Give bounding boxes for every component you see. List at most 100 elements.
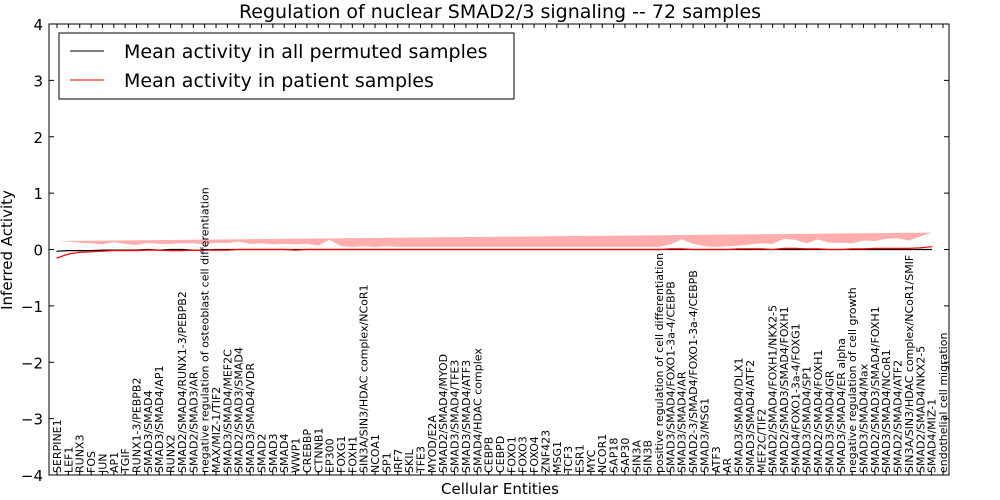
x-tick-label: SMAD3/SMAD4/Max	[858, 363, 871, 473]
patient-point	[419, 248, 422, 251]
y-tick-label: 1	[33, 185, 43, 203]
patient-point	[113, 250, 115, 252]
x-tick-label: SMAD3	[267, 434, 280, 473]
x-tick-label: SMAD4/HDAC complex	[471, 348, 484, 473]
patient-point	[703, 248, 706, 251]
patient-point	[794, 247, 796, 249]
y-tick-label: −3	[21, 411, 43, 429]
patient-point	[874, 247, 876, 249]
patient-point	[215, 249, 217, 251]
patient-point	[931, 246, 933, 248]
patient-point	[896, 247, 899, 249]
x-tick-label: SIN3A/SIN3/HDAC complex/NCoR1	[358, 284, 371, 473]
patient-point	[169, 250, 172, 252]
x-tick-label: SERPINE1	[51, 419, 64, 473]
patient-point	[908, 247, 910, 249]
x-tick-label: FOXG1	[335, 436, 348, 473]
patient-point	[363, 248, 365, 251]
x-tick-label: SMAD3/SMAD4	[142, 390, 155, 473]
x-tick-label: SMAD2	[256, 434, 269, 473]
x-tick-label: SMAD4	[278, 434, 291, 473]
patient-point	[90, 251, 92, 253]
x-tick-label: SMAD3/SMAD4/AR	[676, 371, 689, 473]
permuted-point	[885, 248, 887, 251]
patient-point	[737, 248, 740, 250]
permuted-point	[908, 248, 910, 251]
x-tick-label: SMAD3/MSG1	[699, 398, 712, 473]
patient-point	[919, 247, 921, 249]
x-tick-label: SMAD2/SMAD4/MYOD	[437, 354, 450, 473]
permuted-point	[67, 250, 69, 252]
patient-point	[238, 248, 240, 251]
y-axis-label: Inferred Activity	[0, 190, 16, 310]
x-tick-label: CTNNB1	[312, 428, 325, 473]
permuted-point	[90, 250, 92, 252]
x-tick-label: SMAD2/SMAD3/SMAD4/FOXH1	[778, 306, 791, 473]
patient-point	[510, 248, 512, 251]
x-tick-label: CEBPD	[494, 436, 507, 473]
patient-point	[306, 248, 308, 251]
permuted-point	[794, 248, 796, 251]
x-tick-label: FOXH1	[346, 436, 359, 473]
patient-point	[590, 248, 592, 251]
patient-point	[760, 248, 762, 250]
x-tick-label: SMAD3/SMAD4/ATF3	[460, 360, 473, 473]
x-tick-label: negative regulation of osteoblast cell d…	[199, 187, 212, 473]
patient-point	[544, 248, 547, 251]
patient-point	[294, 249, 297, 251]
patient-point	[158, 249, 160, 251]
permuted-point	[874, 248, 876, 251]
x-tick-label: SMAD3/SMAD4/DLX1	[733, 358, 746, 473]
x-tick-label: SP1	[380, 452, 393, 473]
patient-point	[272, 248, 274, 251]
patient-point	[806, 248, 808, 250]
patient-point	[226, 249, 228, 251]
patient-point	[772, 248, 774, 251]
legend-box	[58, 32, 515, 100]
patient-point	[101, 250, 104, 252]
y-tick-label: 4	[33, 16, 43, 34]
patient-point	[715, 248, 717, 251]
x-tick-label: SKIL	[403, 449, 416, 473]
x-tick-label: TCF3	[562, 446, 575, 474]
x-tick-label: SMAD4/FOXO1-3a-4/FOXG1	[789, 323, 802, 473]
permuted-point	[181, 248, 183, 251]
x-tick-label: TFE3	[415, 446, 428, 474]
x-tick-label: NCOR1	[596, 434, 609, 473]
x-tick-label: SMAD3/SMAD4/VDR	[244, 363, 257, 473]
patient-point	[828, 248, 831, 251]
patient-point	[374, 248, 376, 251]
x-tick-label: SAP30	[619, 438, 632, 473]
x-tick-label: SMAD2/SMAD4/NKX2-5	[914, 346, 927, 473]
patient-point	[669, 248, 671, 250]
patient-point	[192, 249, 194, 251]
patient-point	[817, 248, 819, 250]
x-tick-label: TGIF	[119, 448, 132, 474]
permuted-range-band	[57, 246, 932, 248]
x-tick-label: LEF1	[62, 447, 75, 473]
patient-point	[692, 248, 694, 251]
patient-point	[726, 248, 728, 251]
x-tick-label: SIN3A/SIN3/HDAC complex/NCoR1/SMIF	[903, 255, 916, 473]
x-tick-label: SMAD2/SMAD4/FOXH1/NKX2-5	[767, 305, 780, 473]
x-tick-label: WWP1	[290, 438, 303, 473]
x-tick-label: FOXO3	[517, 436, 530, 473]
x-tick-label: SMAD3/SMAD4/MEF2C	[221, 349, 234, 473]
patient-point	[249, 248, 251, 251]
patient-range-band	[57, 232, 932, 247]
permuted-point	[79, 250, 81, 252]
y-tick-label: 2	[33, 129, 43, 147]
patient-point	[885, 247, 887, 249]
x-tick-label: SMAD2/SMAD3/SMAD4/FOXH1	[869, 306, 882, 473]
patient-point	[431, 248, 433, 251]
x-tick-label: SMAD3/SMAD4/AP1	[153, 365, 166, 473]
patient-point	[465, 248, 467, 251]
patient-point	[533, 248, 535, 251]
y-tick-label: −1	[21, 298, 43, 316]
patient-point	[329, 248, 331, 251]
patient-point	[578, 248, 581, 251]
patient-point	[260, 248, 263, 251]
legend-label-permuted: Mean activity in all permuted samples	[124, 41, 487, 63]
x-tick-label: SMAD3/SMAD4/ER alpha	[835, 338, 848, 473]
x-tick-label: ATF3	[710, 446, 723, 473]
